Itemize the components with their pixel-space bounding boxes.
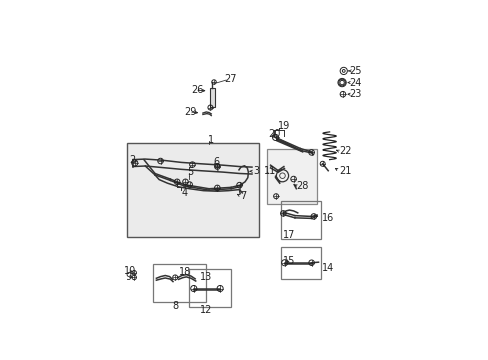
Text: 9: 9 (125, 271, 132, 282)
Text: 25: 25 (348, 66, 361, 76)
Text: 18: 18 (178, 267, 190, 277)
Text: 11: 11 (264, 166, 276, 176)
Text: 1: 1 (207, 135, 213, 145)
Text: 26: 26 (191, 85, 203, 95)
Bar (127, 143, 259, 237)
Text: 7: 7 (240, 191, 246, 201)
Text: 14: 14 (321, 263, 333, 273)
Text: 23: 23 (348, 89, 361, 99)
Text: 13: 13 (199, 273, 211, 283)
Bar (189, 269, 230, 307)
Text: 27: 27 (224, 74, 236, 84)
Text: 5: 5 (187, 167, 193, 177)
Bar (280, 201, 321, 239)
Text: 15: 15 (283, 256, 295, 266)
Text: 20: 20 (267, 129, 280, 139)
Text: 28: 28 (296, 181, 308, 191)
Text: 3: 3 (253, 166, 259, 176)
Text: 19: 19 (277, 121, 289, 131)
Text: 22: 22 (339, 146, 351, 156)
Text: 2: 2 (129, 155, 135, 165)
Text: 4: 4 (181, 188, 187, 198)
Text: 17: 17 (283, 230, 295, 240)
Text: 16: 16 (321, 213, 333, 224)
Text: 6: 6 (213, 157, 219, 167)
Text: 10: 10 (123, 266, 136, 276)
Text: 8: 8 (172, 301, 178, 311)
Bar (153, 264, 205, 302)
Text: 12: 12 (199, 305, 212, 315)
Text: 29: 29 (184, 107, 197, 117)
Bar (280, 247, 321, 279)
Text: 24: 24 (348, 77, 361, 87)
Text: 21: 21 (339, 166, 351, 176)
Bar (209, 87, 214, 107)
Bar (266, 149, 317, 204)
